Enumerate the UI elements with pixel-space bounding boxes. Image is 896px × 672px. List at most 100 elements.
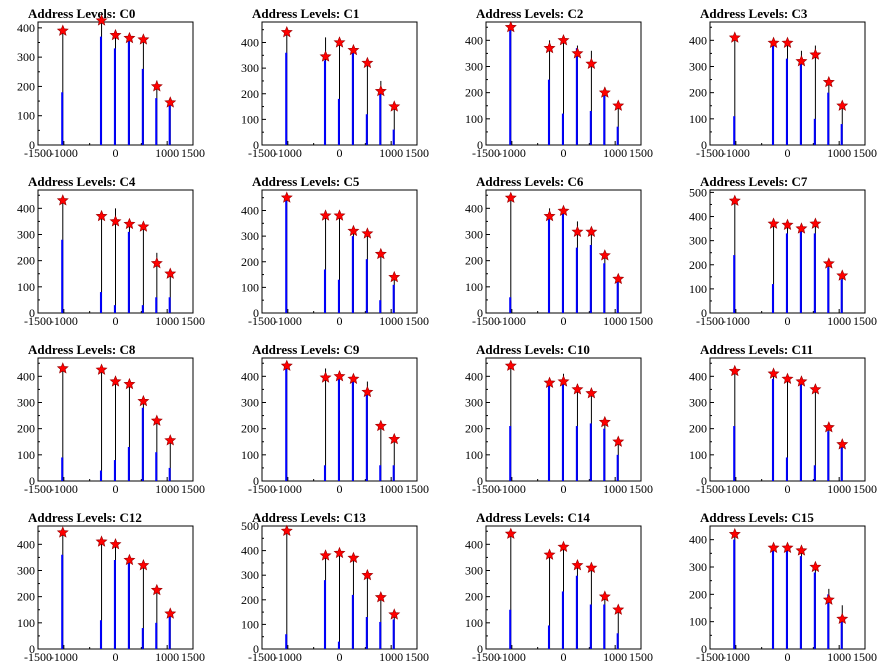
x-tick-label: 0 bbox=[785, 482, 791, 496]
star-marker bbox=[123, 377, 136, 390]
star-marker bbox=[543, 376, 556, 388]
y-tick-label: 400 bbox=[465, 33, 483, 47]
x-tick-label: -1500 bbox=[24, 482, 52, 496]
x-tick-label: -1500 bbox=[24, 650, 52, 664]
chart-title-prefix: Address Levels: bbox=[252, 342, 341, 357]
x-tick-label: 1000 bbox=[379, 650, 403, 664]
y-tick-label: 0 bbox=[253, 138, 259, 152]
chart-plot: 0 100 200 300 400 -1500-1000 0 1000 1500 bbox=[689, 357, 877, 496]
star-marker bbox=[374, 419, 387, 432]
chart-plot: 0 100 200 300 400 -1500-1000 0 1000 1500 bbox=[465, 20, 653, 160]
star-marker bbox=[781, 541, 794, 553]
y-tick-label: 0 bbox=[253, 474, 259, 488]
star-marker bbox=[123, 553, 136, 566]
star-marker bbox=[571, 383, 584, 395]
star-marker bbox=[374, 591, 387, 603]
chart-title-prefix: Address Levels: bbox=[476, 6, 565, 21]
star-marker bbox=[612, 272, 625, 285]
y-tick-label: 300 bbox=[17, 395, 35, 409]
x-tick-label: -1500 bbox=[24, 146, 52, 160]
chart-title-prefix: Address Levels: bbox=[252, 510, 341, 525]
chart-title: Address Levels: C1 bbox=[252, 6, 359, 22]
y-tick-label: 0 bbox=[701, 642, 707, 656]
star-marker bbox=[612, 435, 625, 447]
y-tick-label: 400 bbox=[241, 369, 259, 383]
y-tick-label: 100 bbox=[465, 448, 483, 462]
y-tick-label: 300 bbox=[17, 563, 35, 577]
y-tick-label: 200 bbox=[689, 422, 707, 436]
chart-panel-c4: Address Levels: C4 0 100 200 300 400 -1500 -100… bbox=[0, 168, 224, 336]
x-tick-label: 0 bbox=[113, 146, 119, 160]
star-marker bbox=[781, 218, 794, 231]
star-marker bbox=[150, 583, 163, 596]
chart-panel-c13: Address Levels: C13 0 100 200 300 400 500 -1500… bbox=[224, 504, 448, 672]
star-marker bbox=[585, 387, 598, 399]
star-marker bbox=[836, 269, 849, 281]
y-tick-label: 400 bbox=[465, 369, 483, 383]
chart-panel-c11: Address Levels: C11 0 100 200 300 400 -1500 -10… bbox=[672, 336, 896, 504]
chart-title: Address Levels: C9 bbox=[252, 342, 359, 358]
y-tick-label: 200 bbox=[17, 79, 35, 93]
star-marker bbox=[504, 359, 517, 371]
star-marker bbox=[557, 540, 570, 553]
chart-title: Address Levels: C2 bbox=[476, 6, 583, 22]
star-marker bbox=[319, 371, 332, 383]
star-marker bbox=[95, 209, 108, 222]
chart-title-name: C11 bbox=[788, 342, 814, 357]
star-marker bbox=[504, 191, 517, 203]
y-tick-label: 100 bbox=[241, 280, 259, 294]
star-marker bbox=[333, 546, 346, 559]
y-tick-label: 400 bbox=[17, 21, 35, 35]
y-tick-label: 100 bbox=[465, 280, 483, 294]
star-marker bbox=[612, 99, 625, 111]
star-marker bbox=[543, 209, 556, 222]
star-marker bbox=[150, 257, 163, 269]
y-tick-label: 300 bbox=[241, 568, 259, 582]
chart-title-name: C5 bbox=[340, 174, 360, 189]
star-marker bbox=[767, 217, 780, 229]
star-marker bbox=[557, 34, 570, 46]
y-tick-label: 300 bbox=[465, 227, 483, 241]
star-marker bbox=[123, 31, 136, 44]
chart-title-prefix: Address Levels: bbox=[700, 174, 789, 189]
y-tick-label: 0 bbox=[253, 306, 259, 320]
star-marker bbox=[598, 86, 611, 98]
star-marker bbox=[571, 558, 584, 571]
x-tick-label: 1000 bbox=[379, 482, 403, 496]
star-marker bbox=[585, 225, 598, 237]
y-tick-label: 100 bbox=[465, 616, 483, 630]
chart-title: Address Levels: C13 bbox=[252, 510, 366, 526]
star-marker bbox=[164, 267, 177, 279]
chart-panel-c5: Address Levels: C5 0 100 200 300 400 -1500 -100… bbox=[224, 168, 448, 336]
star-marker bbox=[767, 541, 780, 553]
star-marker bbox=[809, 560, 822, 573]
chart-title: Address Levels: C6 bbox=[476, 174, 583, 190]
x-tick-label: 0 bbox=[785, 146, 791, 160]
chart-title-name: C14 bbox=[564, 510, 590, 525]
x-tick-label: -1000 bbox=[498, 146, 526, 160]
chart-title-name: C9 bbox=[340, 342, 360, 357]
y-tick-label: 500 bbox=[241, 519, 259, 533]
y-tick-label: 100 bbox=[689, 282, 707, 296]
y-tick-label: 0 bbox=[701, 138, 707, 152]
chart-title-prefix: Address Levels: bbox=[28, 510, 117, 525]
star-marker bbox=[728, 527, 741, 540]
star-marker bbox=[767, 367, 780, 379]
star-marker bbox=[728, 194, 741, 206]
x-tick-label: 1500 bbox=[853, 482, 877, 496]
y-tick-label: 400 bbox=[241, 204, 259, 218]
chart-title: Address Levels: C14 bbox=[476, 510, 590, 526]
chart-plot: 0 100 200 300 400 -1500-1000 0 1000 1500 bbox=[241, 21, 429, 160]
chart-title-name: C6 bbox=[564, 174, 584, 189]
chart-panel-c10: Address Levels: C10 0 100 200 300 400 -1500 -10… bbox=[448, 336, 672, 504]
x-tick-label: -1500 bbox=[472, 314, 500, 328]
star-marker bbox=[361, 385, 374, 398]
x-tick-label: 1000 bbox=[603, 482, 627, 496]
x-tick-label: 0 bbox=[337, 146, 343, 160]
x-tick-label: 1500 bbox=[181, 482, 205, 496]
y-tick-label: 400 bbox=[17, 537, 35, 551]
chart-panel-c12: Address Levels: C12 0 100 200 300 400 -1500 -10… bbox=[0, 504, 224, 672]
chart-title: Address Levels: C10 bbox=[476, 342, 590, 358]
star-marker bbox=[388, 608, 401, 620]
star-marker bbox=[543, 41, 556, 54]
